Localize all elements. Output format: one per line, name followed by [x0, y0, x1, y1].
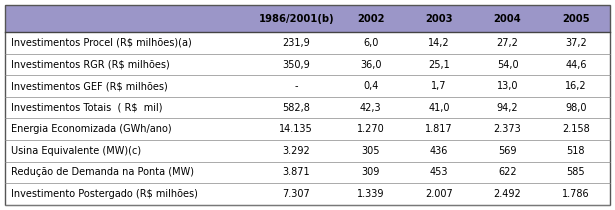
Text: 54,0: 54,0: [497, 60, 518, 70]
Bar: [5, 97, 610, 118]
Text: 2.158: 2.158: [562, 124, 590, 134]
Bar: [5, 75, 610, 97]
Text: 309: 309: [362, 167, 380, 177]
Bar: [5, 140, 610, 162]
Text: 350,9: 350,9: [282, 60, 310, 70]
Text: 13,0: 13,0: [497, 81, 518, 91]
Text: Investimentos RGR (R$ milhões): Investimentos RGR (R$ milhões): [11, 60, 170, 70]
Text: 585: 585: [566, 167, 585, 177]
Text: 6,0: 6,0: [363, 38, 378, 48]
Text: 7.307: 7.307: [282, 189, 310, 199]
Bar: [5, 118, 610, 140]
Text: 1.786: 1.786: [562, 189, 590, 199]
Text: 2005: 2005: [562, 14, 590, 24]
Text: 44,6: 44,6: [565, 60, 587, 70]
Bar: [5, 162, 610, 183]
Text: 14.135: 14.135: [279, 124, 313, 134]
Text: Investimentos Totais  ( R$  mil): Investimentos Totais ( R$ mil): [11, 103, 162, 113]
Bar: [5, 32, 610, 54]
Bar: [5, 183, 610, 205]
Text: 2002: 2002: [357, 14, 384, 24]
Text: 1.339: 1.339: [357, 189, 384, 199]
Text: 305: 305: [362, 146, 380, 156]
Text: 94,2: 94,2: [497, 103, 518, 113]
Text: 231,9: 231,9: [282, 38, 310, 48]
Text: Redução de Demanda na Ponta (MW): Redução de Demanda na Ponta (MW): [11, 167, 194, 177]
Text: 622: 622: [498, 167, 517, 177]
Text: 3.871: 3.871: [282, 167, 310, 177]
Text: 453: 453: [430, 167, 448, 177]
Text: 2004: 2004: [494, 14, 522, 24]
Text: 3.292: 3.292: [282, 146, 310, 156]
Text: Usina Equivalente (MW)(c): Usina Equivalente (MW)(c): [11, 146, 141, 156]
Text: 569: 569: [498, 146, 517, 156]
Text: 518: 518: [566, 146, 585, 156]
Text: 36,0: 36,0: [360, 60, 381, 70]
Text: 37,2: 37,2: [565, 38, 587, 48]
Text: 2003: 2003: [426, 14, 453, 24]
Bar: [5, 54, 610, 75]
Text: 1.817: 1.817: [426, 124, 453, 134]
Text: Investimento Postergado (R$ milhões): Investimento Postergado (R$ milhões): [11, 189, 198, 199]
Text: 16,2: 16,2: [565, 81, 587, 91]
Text: Investimentos Procel (R$ milhões)(a): Investimentos Procel (R$ milhões)(a): [11, 38, 192, 48]
Text: 2.373: 2.373: [494, 124, 522, 134]
Text: 0,4: 0,4: [363, 81, 378, 91]
Text: 25,1: 25,1: [428, 60, 450, 70]
Text: 2.007: 2.007: [425, 189, 453, 199]
Text: 14,2: 14,2: [428, 38, 450, 48]
Text: 42,3: 42,3: [360, 103, 381, 113]
Bar: [5, 5, 610, 32]
Text: 1,7: 1,7: [431, 81, 447, 91]
Text: 2.492: 2.492: [494, 189, 522, 199]
Text: -: -: [295, 81, 298, 91]
Text: 41,0: 41,0: [429, 103, 450, 113]
Text: 582,8: 582,8: [282, 103, 310, 113]
Text: 1986/2001(b): 1986/2001(b): [258, 14, 334, 24]
Text: Energia Economizada (GWh/ano): Energia Economizada (GWh/ano): [11, 124, 172, 134]
Text: 98,0: 98,0: [565, 103, 587, 113]
Text: Investimentos GEF (R$ milhões): Investimentos GEF (R$ milhões): [11, 81, 168, 91]
Text: 1.270: 1.270: [357, 124, 384, 134]
Text: 27,2: 27,2: [496, 38, 518, 48]
Text: 436: 436: [430, 146, 448, 156]
